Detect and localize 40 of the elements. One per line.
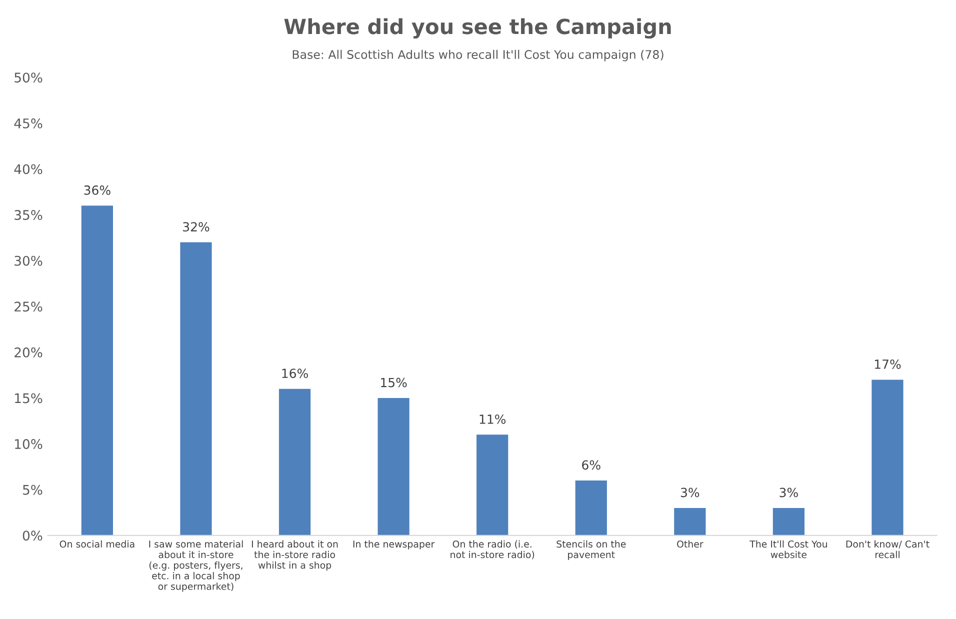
- data-label: 16%: [282, 368, 308, 378]
- x-tick-label: I heard about it on the in-store radio whilst in a shop: [252, 540, 338, 571]
- y-tick-label: 30%: [14, 256, 42, 266]
- y-tick-label: 35%: [14, 210, 42, 220]
- chart-subtitle: Base: All Scottish Adults who recall It'll Cost You campaign (78): [292, 50, 664, 62]
- data-label: 11%: [480, 414, 506, 424]
- y-tick-label: 45%: [14, 118, 42, 128]
- y-tick-label: 25%: [14, 302, 42, 312]
- data-label: 6%: [582, 460, 600, 470]
- data-label: 3%: [680, 488, 700, 498]
- bar: [575, 480, 607, 536]
- x-tick-label: In the newspaper: [353, 540, 435, 550]
- bar: [872, 380, 904, 536]
- data-label: 15%: [381, 378, 407, 388]
- y-tick-label: 10%: [15, 439, 42, 450]
- data-label: 3%: [780, 488, 798, 498]
- y-tick-label: 5%: [23, 484, 42, 495]
- data-label: 17%: [874, 359, 901, 369]
- bar: [278, 388, 311, 536]
- x-tick-label: The It'll Cost You website: [750, 540, 827, 558]
- data-label: 32%: [183, 222, 210, 232]
- chart-title: Where did you see the Campaign: [284, 18, 671, 39]
- y-tick-label: 40%: [14, 164, 42, 174]
- x-tick-label: Stencils on the pavement: [556, 540, 626, 560]
- bar: [674, 508, 706, 536]
- x-tick-label: I saw some material about it in-store (e.g. posters, flyers, etc. in a local shop or supermarket): [149, 540, 243, 592]
- bar: [378, 398, 410, 536]
- bar: [180, 242, 212, 536]
- data-label: 36%: [84, 185, 110, 195]
- y-tick-label: 20%: [14, 347, 42, 358]
- bar: [772, 508, 805, 536]
- x-tick-label: Don't know/ Can't recall: [846, 540, 930, 558]
- bar: [476, 434, 508, 536]
- y-tick-label: 0%: [22, 530, 42, 541]
- x-tick-label: On the radio (i.e. not in-store radio): [450, 540, 534, 560]
- x-tick-label: On social media: [60, 540, 134, 548]
- y-tick-label: 15%: [15, 393, 42, 404]
- x-tick-label: Other: [677, 540, 704, 548]
- y-tick-label: 50%: [14, 72, 42, 83]
- bar: [81, 206, 113, 536]
